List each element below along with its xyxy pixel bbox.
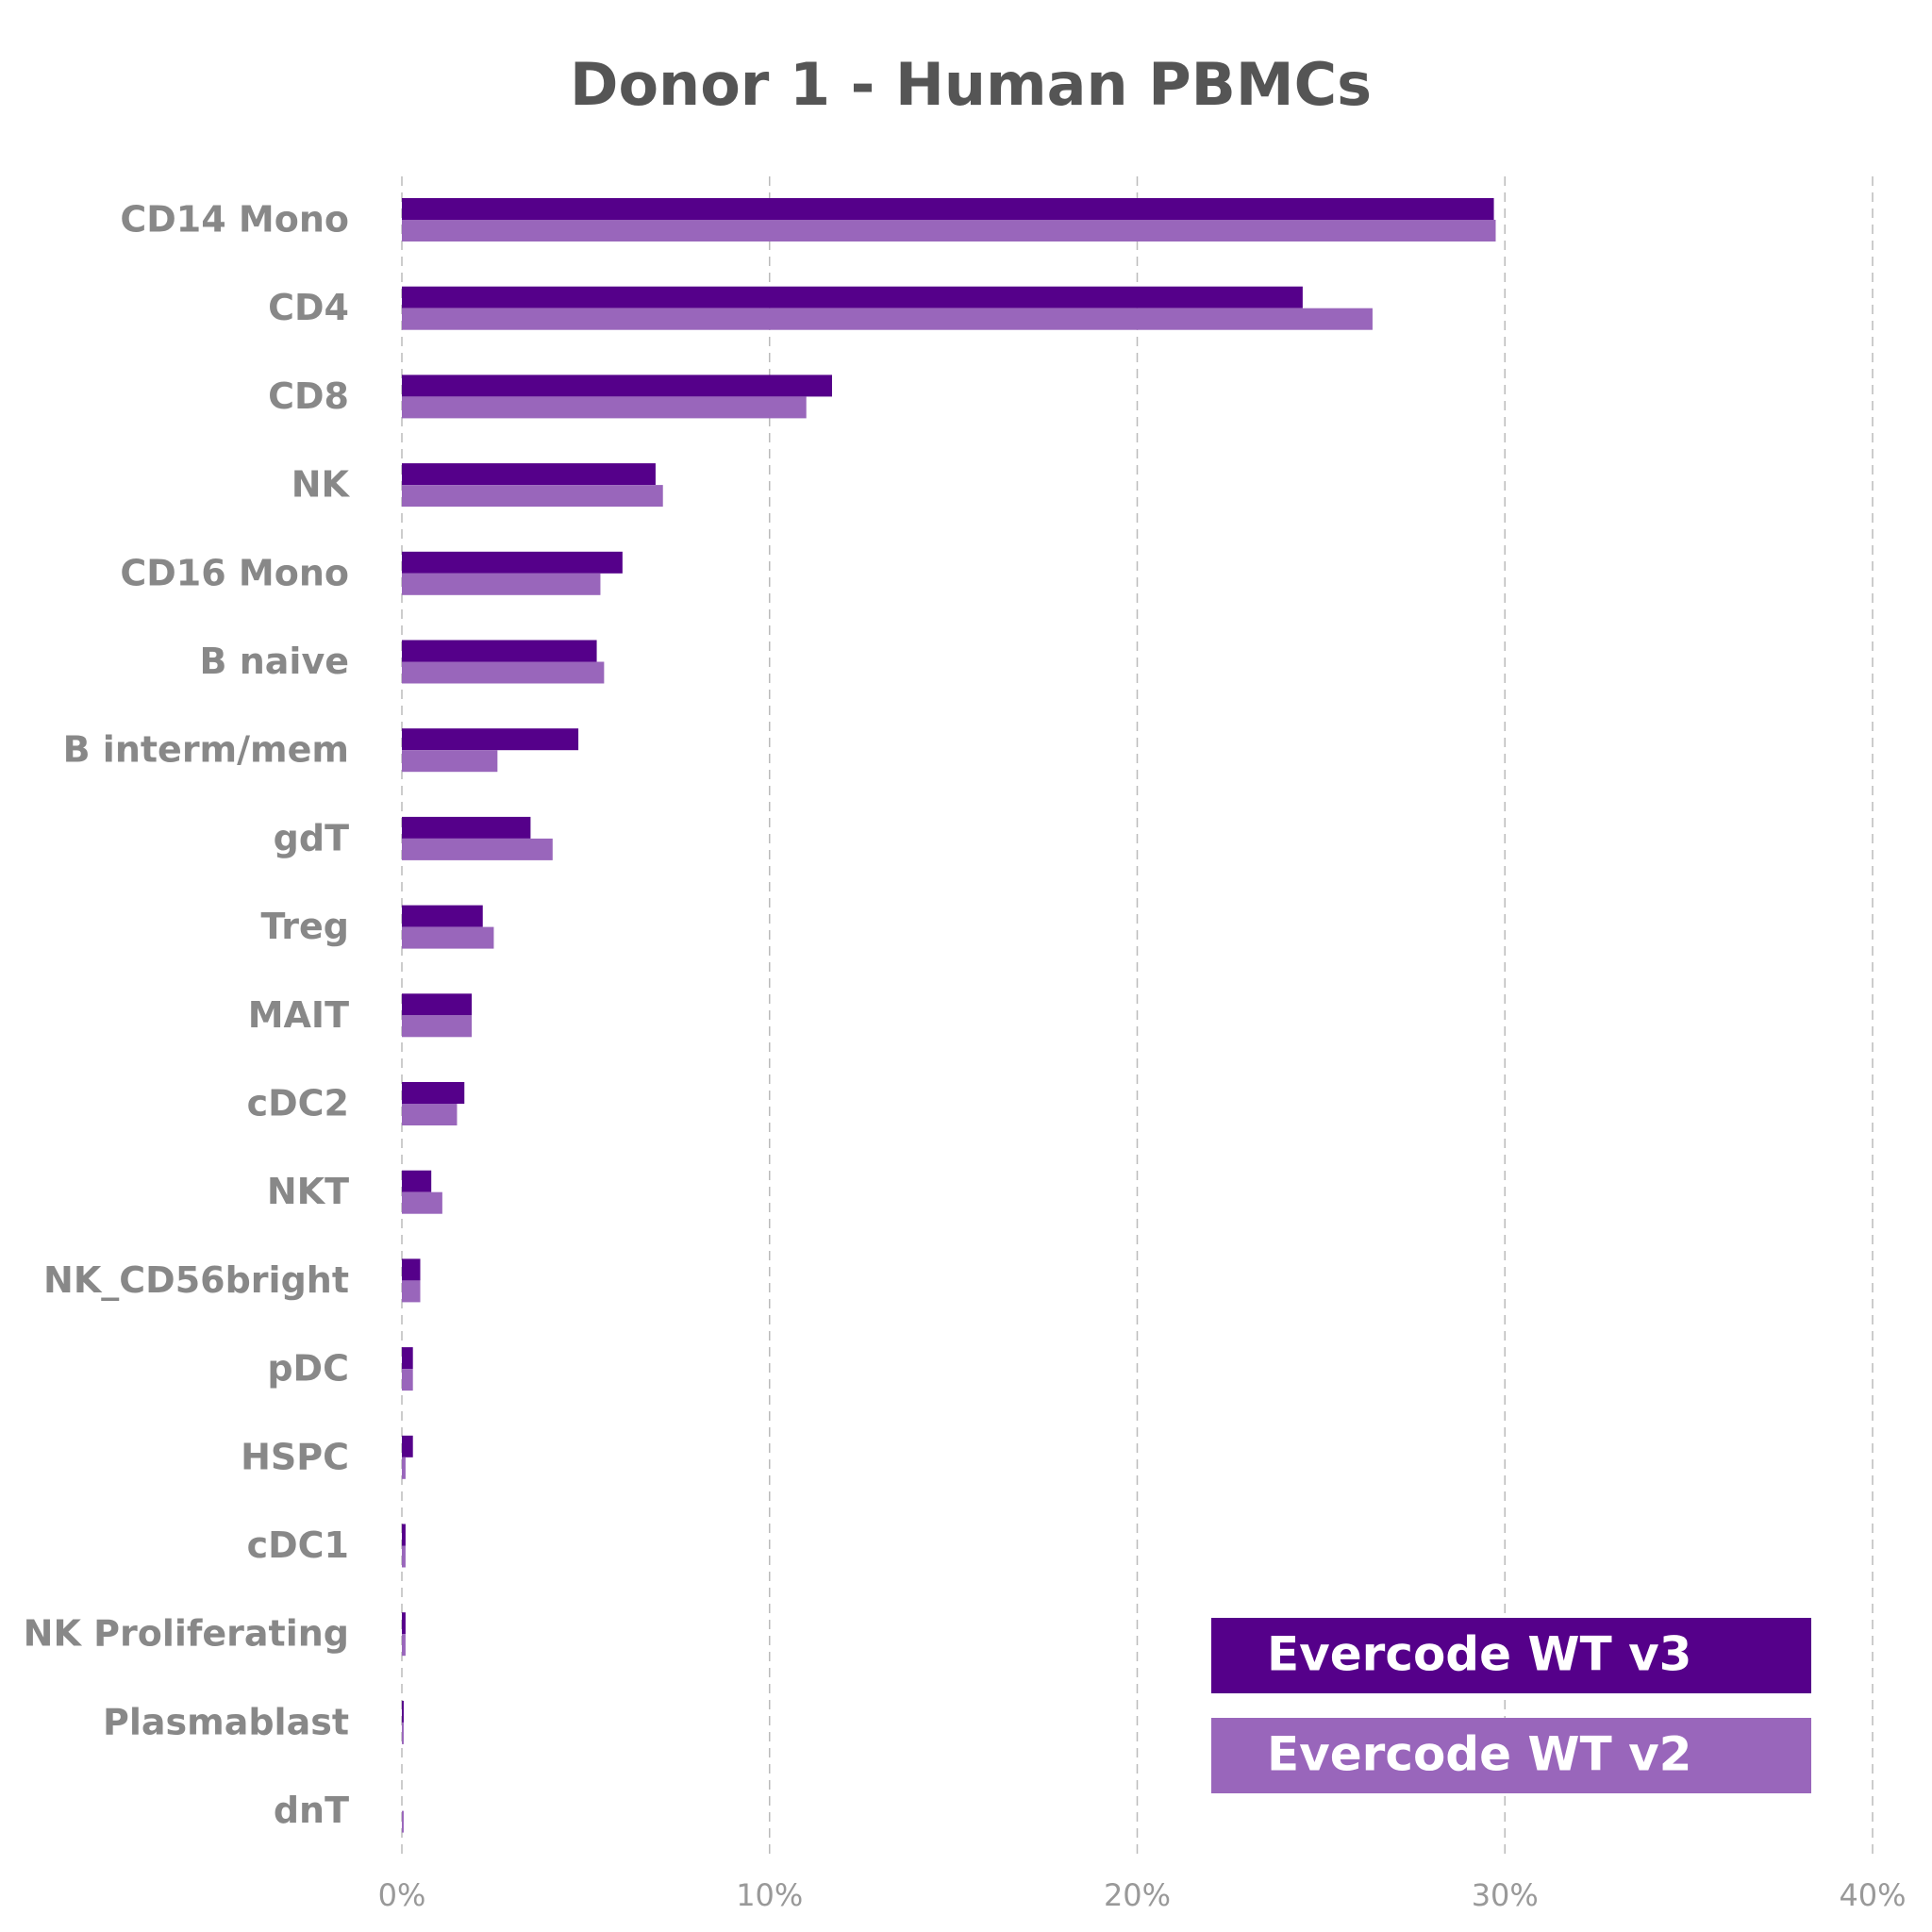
y-tick-label: B interm/mem — [63, 729, 349, 771]
bar — [402, 198, 1494, 220]
y-tick-label: CD14 Mono — [120, 199, 349, 241]
legend-label: Evercode WT v3 — [1267, 1627, 1691, 1682]
y-tick-label: B naive — [200, 641, 349, 682]
bar — [402, 838, 553, 860]
bar — [402, 993, 473, 1016]
y-tick-label: HSPC — [241, 1436, 349, 1477]
bar — [402, 728, 579, 751]
bar — [402, 1457, 406, 1479]
bar — [402, 1104, 458, 1125]
bar — [402, 375, 833, 397]
bar — [402, 485, 663, 508]
bar — [402, 640, 597, 662]
x-tick-label: 20% — [1104, 1877, 1171, 1913]
bar — [402, 1700, 404, 1723]
y-tick-label: cDC1 — [247, 1524, 349, 1566]
bar — [402, 1545, 406, 1568]
y-tick-label: CD8 — [268, 375, 349, 417]
x-tick-label: 30% — [1472, 1877, 1539, 1913]
y-tick-label: CD4 — [268, 287, 349, 328]
bar — [402, 1082, 465, 1104]
bar — [402, 1015, 473, 1038]
bar — [402, 1170, 432, 1192]
y-tick-label: cDC2 — [247, 1083, 349, 1124]
bar — [402, 463, 656, 486]
y-tick-label: dnT — [274, 1790, 349, 1831]
bar — [402, 220, 1496, 242]
bar — [402, 396, 807, 419]
bar — [402, 1369, 413, 1391]
x-tick-label: 40% — [1839, 1877, 1906, 1913]
bar — [402, 661, 605, 684]
chart-title: Donor 1 - Human PBMCs — [570, 50, 1372, 119]
legend-swatch — [1211, 1618, 1811, 1693]
y-tick-label: NK_CD56bright — [43, 1259, 349, 1301]
bar — [402, 1280, 421, 1303]
y-tick-label: NKT — [267, 1171, 349, 1212]
bar — [402, 1634, 406, 1657]
bar — [402, 750, 498, 773]
y-tick-label: gdT — [274, 817, 349, 858]
bar — [402, 1722, 404, 1744]
bar — [402, 1347, 413, 1370]
bar — [402, 308, 1373, 330]
bar — [402, 1612, 406, 1635]
bar — [402, 286, 1303, 308]
bar — [402, 905, 483, 927]
y-tick-label: NK Proliferating — [24, 1613, 349, 1655]
y-tick-label: Treg — [261, 906, 349, 947]
bar — [402, 1191, 442, 1214]
y-tick-label: Plasmablast — [103, 1701, 349, 1742]
legend-label: Evercode WT v2 — [1267, 1727, 1691, 1782]
bar — [402, 926, 494, 949]
bar — [402, 1810, 404, 1833]
bar — [402, 1258, 421, 1281]
y-tick-label: NK — [291, 464, 351, 506]
y-tick-label: MAIT — [248, 994, 349, 1036]
bar — [402, 573, 601, 595]
bar — [402, 816, 531, 839]
x-tick-label: 10% — [736, 1877, 803, 1913]
legend-swatch — [1211, 1718, 1811, 1793]
y-tick-label: CD16 Mono — [120, 552, 349, 593]
x-tick-label: 0% — [378, 1877, 426, 1913]
bar — [402, 1435, 413, 1457]
bar — [402, 551, 623, 574]
bar — [402, 1524, 406, 1546]
y-tick-label: pDC — [267, 1348, 349, 1390]
